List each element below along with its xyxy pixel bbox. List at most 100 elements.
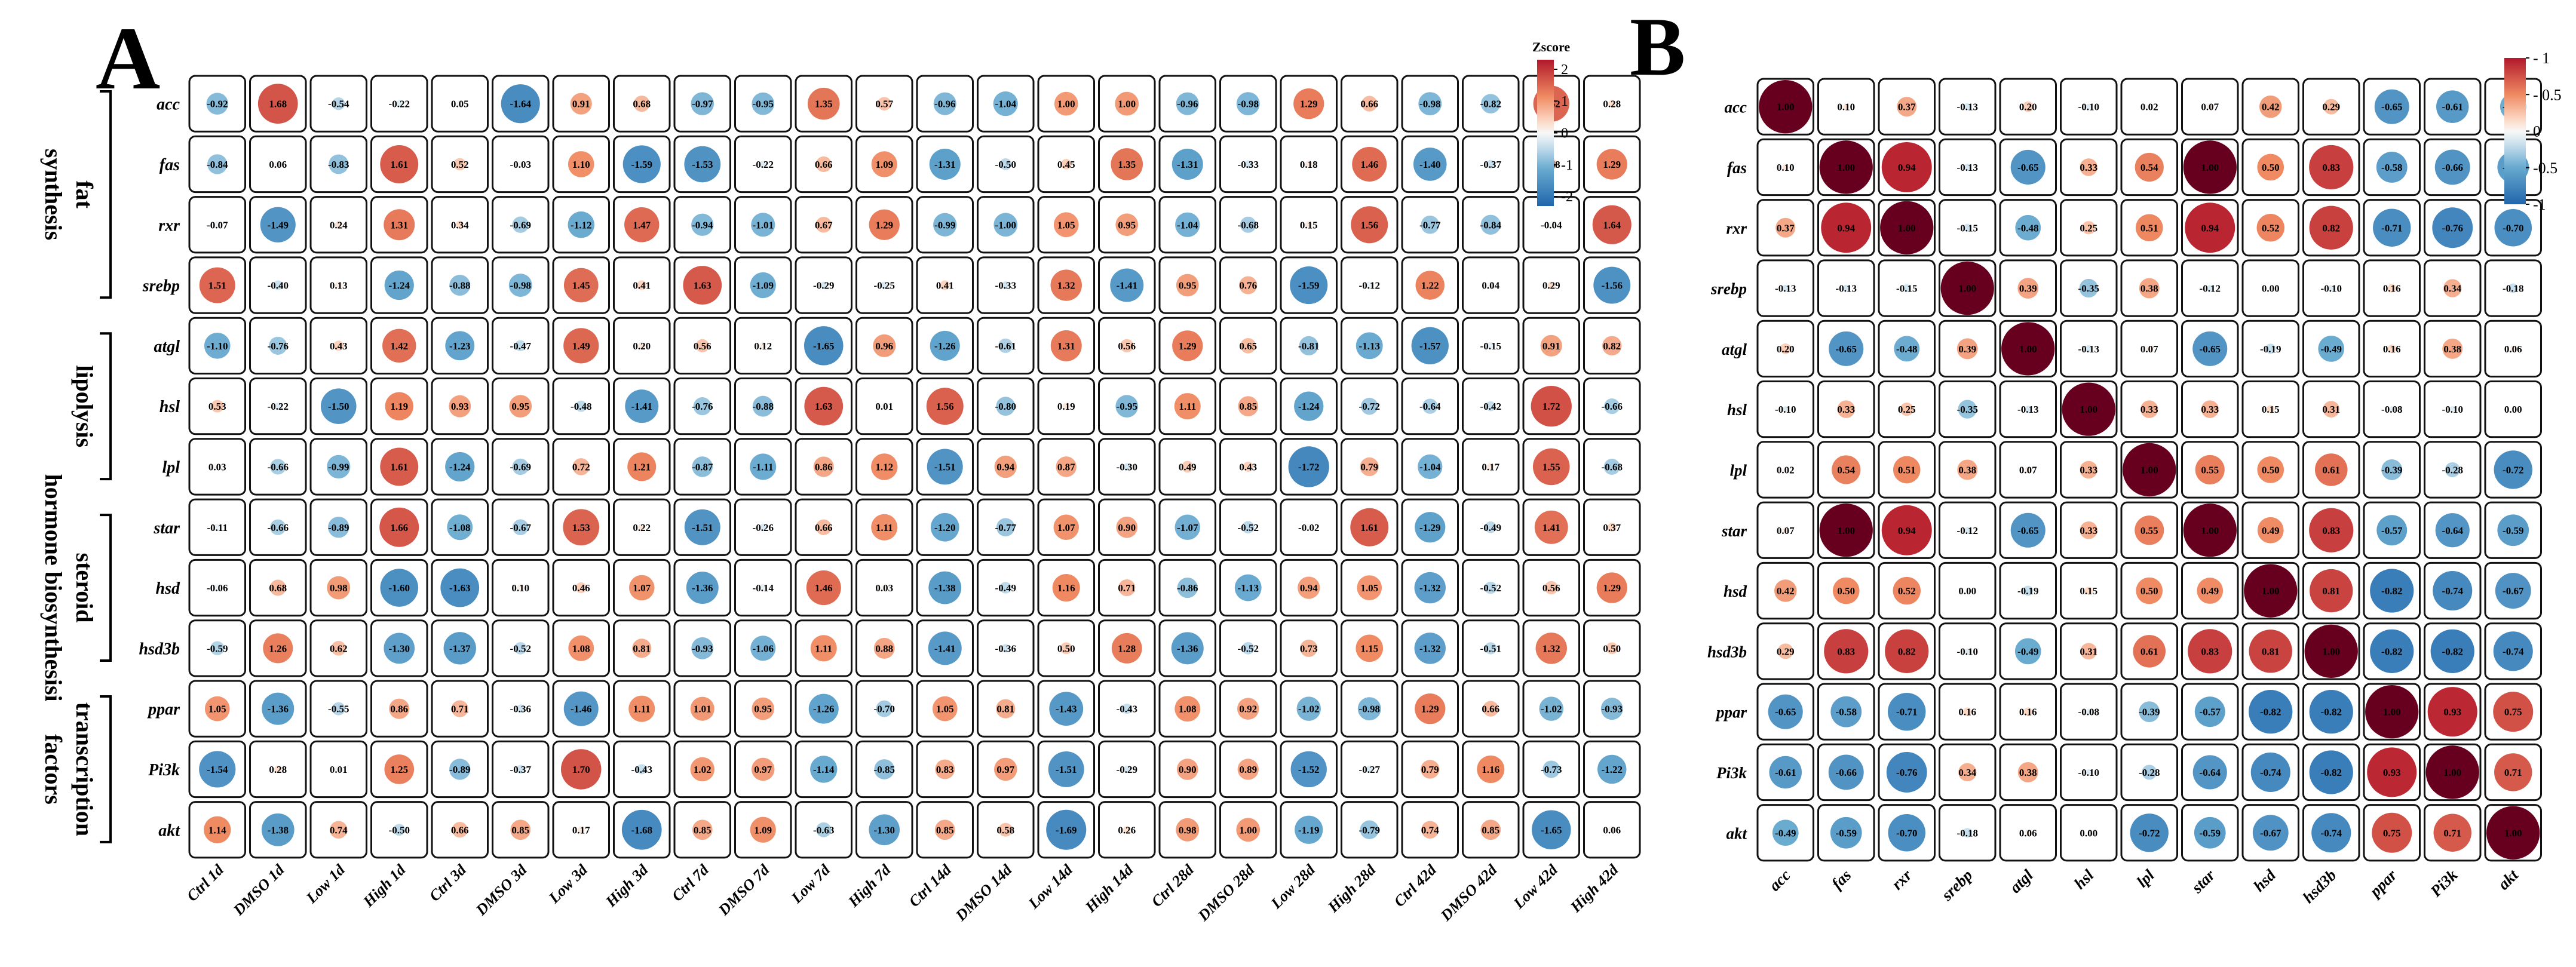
correlation-circle	[2434, 149, 2470, 185]
colorbar	[1537, 60, 1554, 206]
value-circle	[877, 97, 891, 110]
value-label: -1.65	[813, 340, 834, 352]
value-label: 1.01	[694, 704, 712, 715]
value-label: 0.13	[330, 280, 348, 291]
value-label: -1.12	[571, 219, 591, 231]
value-circle	[269, 336, 287, 355]
value-circle	[1531, 810, 1571, 850]
value-label: 1.21	[633, 461, 651, 472]
correlation-label: -0.82	[2442, 646, 2463, 657]
correlation-circle	[1963, 223, 1971, 232]
value-circle	[627, 452, 657, 481]
correlation-label: 1.00	[2504, 827, 2522, 839]
diagonal-circle	[1880, 201, 1934, 254]
value-label: 0.62	[330, 643, 348, 654]
value-label: 0.79	[1360, 461, 1378, 472]
correlation-circle	[1964, 103, 1971, 110]
value-label: -0.98	[1419, 99, 1440, 110]
correlation-label: 0.20	[1777, 343, 1795, 355]
value-circle	[453, 158, 467, 171]
correlation-circle	[2252, 815, 2289, 851]
correlation-label: 0.20	[2019, 102, 2037, 113]
row-label: akt	[1726, 824, 1747, 842]
correlation-circle	[2256, 214, 2284, 242]
value-circle	[628, 695, 655, 722]
correlation-circle	[2139, 278, 2160, 299]
diagonal-circle	[2183, 504, 2237, 557]
correlation-circle	[1958, 763, 1977, 782]
value-circle	[629, 575, 655, 601]
diagonal-circle	[2123, 443, 2176, 497]
cell-box	[2060, 804, 2118, 862]
value-label: 0.06	[1603, 824, 1621, 836]
value-circle	[1115, 395, 1139, 418]
correlation-circle	[2388, 406, 2395, 413]
value-label: 0.03	[875, 582, 893, 594]
value-label: -0.69	[510, 461, 531, 472]
value-label: -0.93	[692, 643, 713, 654]
value-circle	[261, 813, 295, 846]
correlation-circle	[1819, 504, 1873, 557]
value-circle	[263, 633, 293, 664]
value-label: 0.50	[1057, 643, 1075, 654]
correlation-circle	[2146, 103, 2152, 110]
value-label: -1.38	[268, 824, 289, 836]
value-circle	[806, 570, 841, 606]
correlation-circle	[2025, 466, 2031, 473]
value-label: 1.72	[1542, 401, 1560, 412]
value-label: -1.26	[934, 340, 955, 352]
correlation-label: -0.10	[1775, 404, 1796, 415]
value-circle	[568, 635, 594, 661]
value-label: -0.40	[268, 280, 289, 291]
correlation-label: -0.64	[2442, 525, 2464, 536]
correlation-label: 0.94	[1898, 162, 1916, 173]
correlation-label: 0.38	[2443, 343, 2461, 355]
correlation-label: -0.64	[2200, 767, 2221, 778]
value-label: -1.51	[1056, 764, 1077, 775]
correlation-label: 1.00	[1777, 102, 1795, 113]
column-label: Low 42d	[1510, 861, 1562, 913]
correlation-circle	[2435, 513, 2470, 548]
correlation-label: 0.50	[2140, 585, 2158, 597]
correlation-circle	[2493, 631, 2533, 671]
value-circle	[1539, 696, 1564, 721]
value-circle	[563, 509, 600, 546]
value-circle	[1418, 454, 1443, 480]
correlation-label: 0.31	[2080, 646, 2097, 657]
value-label: 0.74	[1421, 824, 1439, 836]
value-label: -0.66	[268, 461, 289, 472]
correlation-label: 0.51	[2140, 222, 2158, 234]
value-circle	[932, 696, 958, 722]
value-circle	[384, 270, 414, 300]
value-circle	[1238, 396, 1259, 417]
correlation-label: 0.06	[2504, 343, 2522, 355]
value-label: -1.13	[1359, 340, 1380, 352]
correlation-circle	[1956, 338, 1978, 360]
column-label: rxr	[1888, 866, 1915, 894]
group-label: synthesis	[40, 149, 67, 240]
value-circle	[335, 765, 342, 773]
value-circle	[693, 397, 712, 416]
value-circle	[1234, 574, 1262, 601]
correlation-label: 0.55	[2201, 464, 2219, 475]
correlation-label: 0.49	[2201, 585, 2219, 597]
value-label: 0.37	[1603, 522, 1621, 533]
value-circle	[445, 331, 475, 361]
correlation-circle	[1900, 402, 1913, 416]
correlation-circle	[2387, 344, 2396, 353]
value-circle	[1534, 510, 1568, 544]
correlation-label: -0.10	[2442, 404, 2463, 415]
value-label: -0.99	[934, 219, 955, 231]
value-circle	[810, 756, 838, 783]
value-circle	[452, 822, 468, 838]
correlation-label: 1.00	[2443, 767, 2461, 778]
value-label: 1.35	[1118, 159, 1136, 170]
correlation-circle	[2257, 456, 2284, 483]
column-label: High 7d	[844, 861, 894, 911]
row-label: hsl	[160, 398, 180, 416]
value-circle	[1236, 92, 1260, 116]
value-label: 0.81	[633, 643, 651, 654]
value-label: -1.38	[934, 582, 955, 594]
value-label: -0.47	[510, 340, 532, 352]
value-circle	[751, 757, 775, 781]
